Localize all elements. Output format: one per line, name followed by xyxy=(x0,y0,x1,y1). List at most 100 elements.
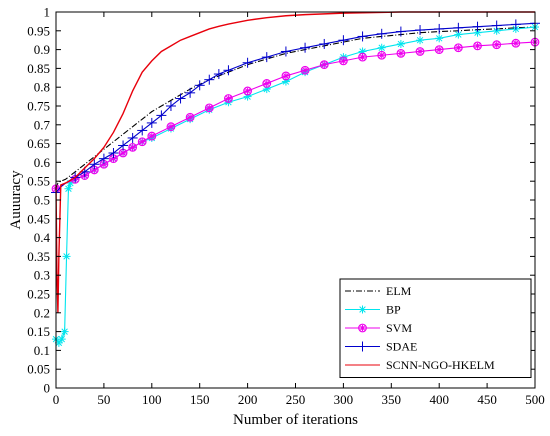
series-1-point xyxy=(435,34,444,43)
x-tick-label: 100 xyxy=(142,392,162,407)
series-3-point xyxy=(156,110,167,121)
series-2-point xyxy=(281,71,291,81)
series-1-point xyxy=(396,39,405,48)
ticks-layer: 0 50 100 150 200 250 300 350 400 450 50000.050.10.… xyxy=(27,5,545,408)
legend-label-2: SVM xyxy=(386,321,412,335)
series-2-point xyxy=(434,45,444,54)
y-tick-label: 0.3 xyxy=(34,268,50,283)
series-2-point xyxy=(128,142,138,152)
y-tick-label: 0.95 xyxy=(27,23,50,38)
legend-label-1: BP xyxy=(386,303,401,317)
series-1-point xyxy=(62,252,71,261)
legend-label-0: ELM xyxy=(386,284,412,298)
y-tick-label: 0.8 xyxy=(34,80,50,95)
series-1-point xyxy=(64,184,73,193)
y-tick-label: 0.05 xyxy=(27,362,50,377)
legend-label-3: SDAE xyxy=(386,340,417,354)
series-3-point xyxy=(223,65,234,76)
series-3-point xyxy=(98,153,109,164)
y-tick-label: 0.5 xyxy=(34,193,50,208)
y-tick-label: 0.6 xyxy=(34,155,51,170)
legend-label-4: SCNN-NGO-HKELM xyxy=(386,358,495,372)
series-2-point xyxy=(99,159,109,169)
series-3-point xyxy=(127,132,138,143)
series-2-point xyxy=(358,52,367,62)
series-3-point xyxy=(453,22,464,33)
series-3-point xyxy=(491,20,502,31)
y-tick-label: 0.1 xyxy=(34,343,50,358)
series-3-point xyxy=(175,93,186,104)
series-3-point xyxy=(118,140,129,151)
series-3-point xyxy=(280,46,291,57)
x-tick-label: 350 xyxy=(382,392,402,407)
series-3-point xyxy=(319,38,330,49)
series-2-point xyxy=(137,137,147,147)
series-2-point xyxy=(300,65,310,75)
series-3-point xyxy=(137,125,148,136)
y-tick-label: 0.65 xyxy=(27,136,50,151)
legend-marker-2 xyxy=(358,323,367,333)
y-tick-label: 0.9 xyxy=(34,42,50,57)
series-1-point xyxy=(416,36,425,45)
series-2-point xyxy=(492,40,502,50)
series-2-point xyxy=(262,79,272,88)
series-3-point xyxy=(108,148,119,158)
series-3-point xyxy=(415,25,426,36)
series-1-point xyxy=(57,335,66,344)
x-axis-label: Number of iterations xyxy=(233,412,358,428)
y-tick-label: 0.35 xyxy=(27,249,50,264)
series-2-point xyxy=(243,86,253,96)
series-1-point xyxy=(454,30,463,39)
series-3-point xyxy=(242,57,253,68)
series-3-point xyxy=(261,52,272,63)
series-1-point xyxy=(377,43,386,52)
x-tick-label: 300 xyxy=(334,392,354,407)
series-2-point xyxy=(415,47,425,56)
series-3-point xyxy=(395,26,406,37)
legend-marker-3 xyxy=(357,341,368,352)
series-3-point xyxy=(185,87,196,98)
legend-marker-1 xyxy=(358,305,367,314)
y-tick-label: 0.25 xyxy=(27,287,50,302)
y-axis-label: Auuuracy xyxy=(8,170,24,230)
x-tick-label: 500 xyxy=(525,392,545,407)
series-3-point xyxy=(213,69,224,80)
x-tick-label: 150 xyxy=(190,392,210,407)
series-3-point xyxy=(165,101,176,111)
y-tick-label: 0.15 xyxy=(27,324,50,339)
series-line-4 xyxy=(55,11,535,313)
y-tick-label: 0.45 xyxy=(27,211,50,226)
x-tick-label: 450 xyxy=(477,392,497,407)
series-2-point xyxy=(147,131,157,141)
series-3-point xyxy=(510,19,521,30)
series-2-point xyxy=(511,38,521,48)
series-2-point xyxy=(453,43,463,53)
series-3-point xyxy=(357,31,368,42)
y-tick-label: 1 xyxy=(44,5,51,20)
y-tick-label: 0.2 xyxy=(34,305,50,320)
series-2-point xyxy=(396,48,406,58)
series-3-point xyxy=(204,74,215,85)
series-2-point xyxy=(473,41,482,51)
series-2-point xyxy=(166,122,176,132)
series-3-point xyxy=(89,159,100,170)
legend: ELM BP SVM SDAE SCNN-NGO-HKELM xyxy=(339,278,532,378)
y-tick-label: 0.85 xyxy=(27,61,50,76)
series-2-point xyxy=(185,112,195,122)
y-tick-label: 0 xyxy=(44,381,51,396)
x-tick-label: 0 xyxy=(53,392,60,407)
x-tick-label: 50 xyxy=(97,392,110,407)
series-3-point xyxy=(338,35,349,46)
y-tick-label: 0.55 xyxy=(27,174,50,189)
y-tick-label: 0.4 xyxy=(34,230,51,245)
series-3-point xyxy=(194,80,205,91)
series-2-point xyxy=(224,94,233,103)
series-2-point xyxy=(319,60,329,70)
series-3-point xyxy=(434,23,445,34)
series-3-point xyxy=(376,28,387,39)
series-2-point xyxy=(377,50,387,60)
series-3-point xyxy=(146,117,157,128)
series-2-point xyxy=(339,56,348,66)
y-tick-label: 0.75 xyxy=(27,99,50,114)
